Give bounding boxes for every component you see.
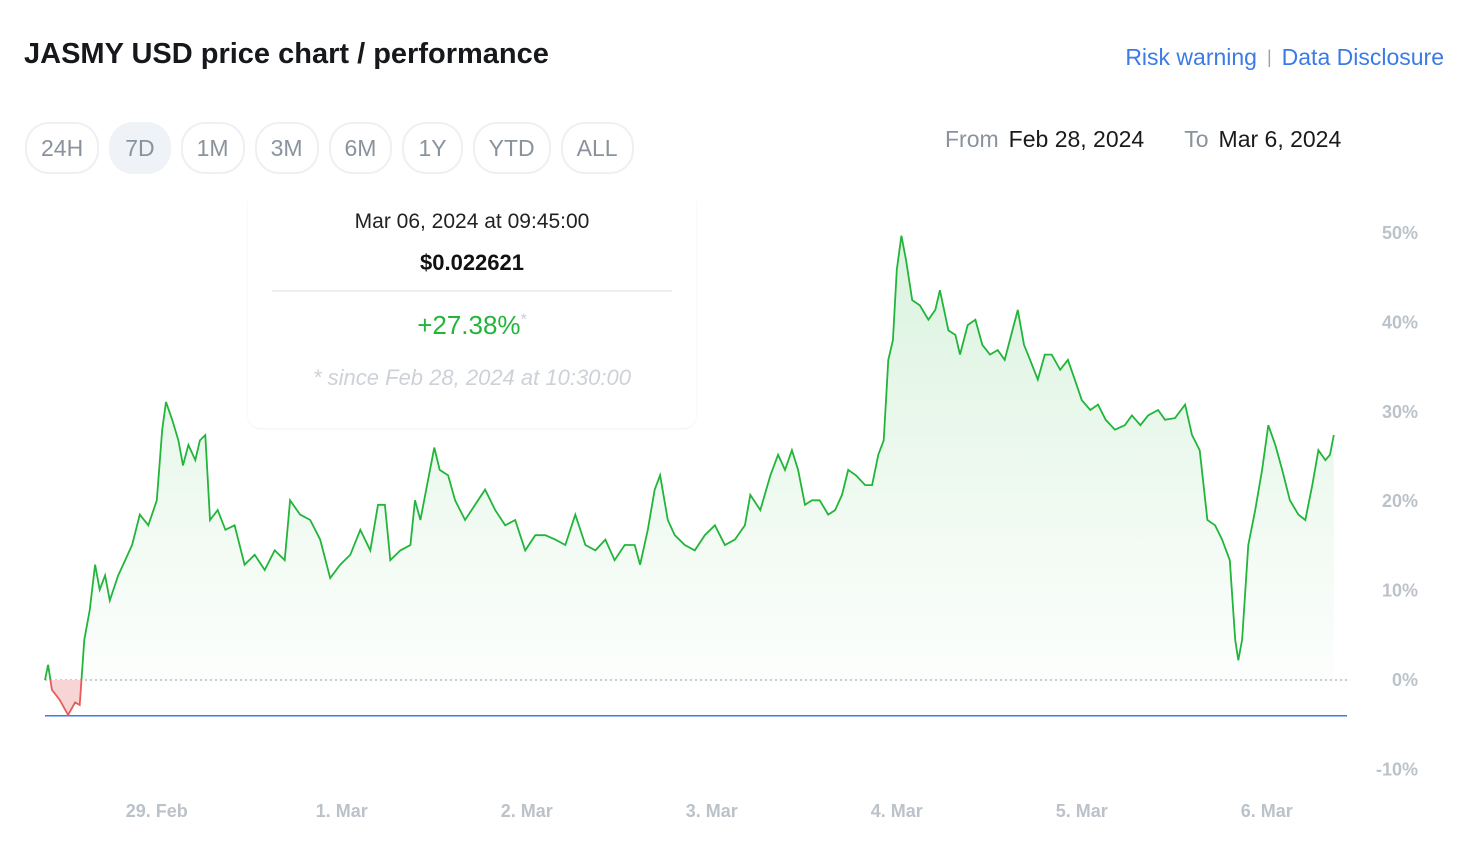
to-label: To [1184,126,1209,152]
x-tick-label: 1. Mar [316,801,368,821]
from-label: From [945,126,999,152]
date-range: From Feb 28, 2024 To Mar 6, 2024 [945,126,1371,153]
link-separator: | [1266,47,1272,67]
x-tick-label: 4. Mar [871,801,923,821]
area-fill-positive [45,235,1334,680]
tooltip-change-value: +27.38% [417,310,521,340]
range-24h-button[interactable]: 24H [25,122,100,174]
tooltip-price: $0.022621 [420,250,524,275]
chart-tooltip: Mar 06, 2024 at 09:45:00 $0.022621 +27.3… [248,200,696,428]
range-7d-button[interactable]: 7D [109,122,171,174]
x-tick-label: 29. Feb [126,801,188,821]
from-date[interactable]: Feb 28, 2024 [1008,126,1145,152]
x-tick-label: 6. Mar [1241,801,1293,821]
data-disclosure-link[interactable]: Data Disclosure [1281,44,1444,70]
page-title: JASMY USD price chart / performance [24,38,549,70]
y-tick-label: 20% [1382,491,1418,511]
y-tick-label: 0% [1392,670,1418,690]
x-tick-label: 2. Mar [501,801,553,821]
range-all-button[interactable]: ALL [560,122,634,174]
tooltip-divider [272,290,672,292]
range-ytd-button[interactable]: YTD [472,122,551,174]
time-range-selector: 24H 7D 1M 3M 6M 1Y YTD ALL [25,122,634,174]
risk-warning-link[interactable]: Risk warning [1125,44,1257,70]
x-tick-label: 5. Mar [1056,801,1108,821]
y-tick-label: 50% [1382,223,1418,243]
y-tick-label: 30% [1382,402,1418,422]
y-tick-label: 40% [1382,312,1418,332]
y-tick-label: 10% [1382,581,1418,601]
tooltip-datetime: Mar 06, 2024 at 09:45:00 [354,210,590,233]
tooltip-asterisk: * [520,311,527,329]
tooltip-since-note: * since Feb 28, 2024 at 10:30:00 [312,365,631,390]
price-line-positive [44,235,1335,680]
header-links: Risk warning | Data Disclosure [1125,44,1444,71]
range-6m-button[interactable]: 6M [328,122,393,174]
range-3m-button[interactable]: 3M [254,122,319,174]
y-tick-label: -10% [1376,759,1418,779]
x-tick-label: 3. Mar [686,801,738,821]
to-date[interactable]: Mar 6, 2024 [1218,126,1342,152]
tooltip-change: +27.38%* [248,310,696,341]
range-1y-button[interactable]: 1Y [402,122,463,174]
range-1m-button[interactable]: 1M [180,122,245,174]
